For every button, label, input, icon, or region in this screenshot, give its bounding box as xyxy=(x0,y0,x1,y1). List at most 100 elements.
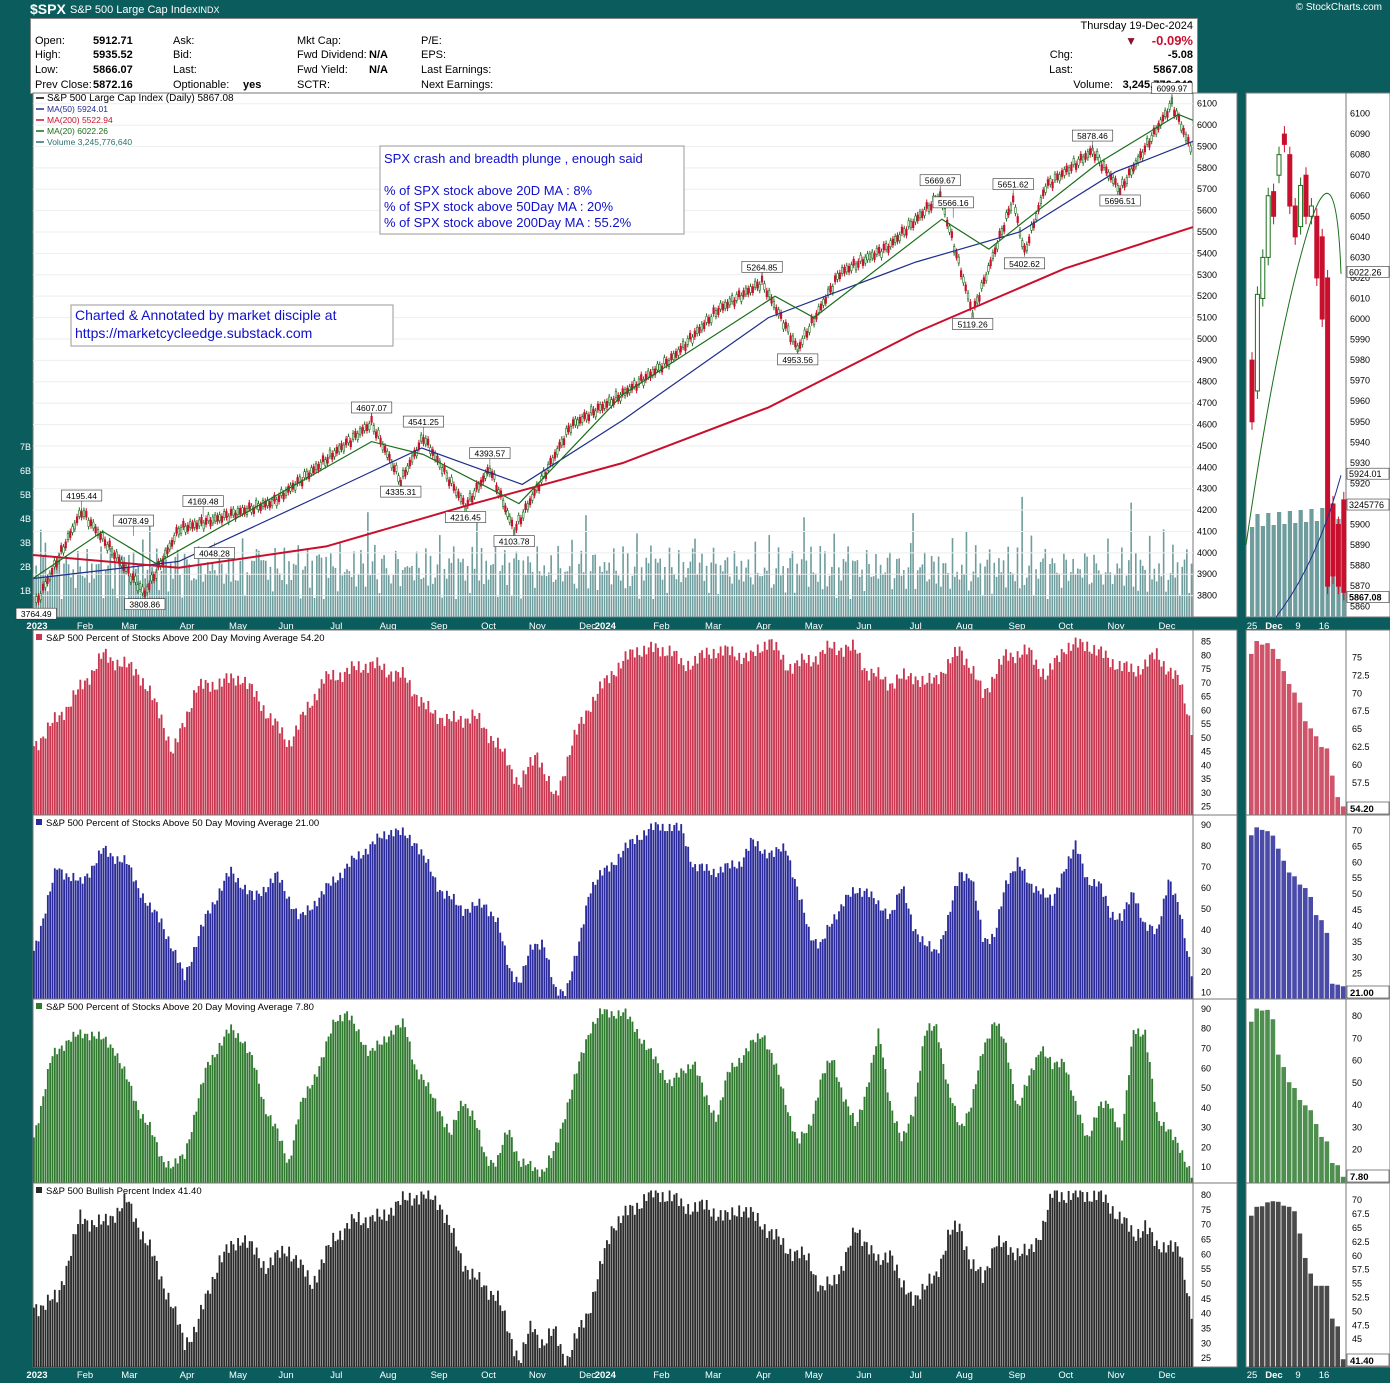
price-candle-body xyxy=(749,286,752,293)
bpi-bar xyxy=(329,1247,332,1367)
volume-bar xyxy=(622,546,624,617)
pct50-bar xyxy=(367,854,369,999)
bpi-bar xyxy=(740,1216,743,1367)
pct20-bar xyxy=(253,1067,256,1183)
bpi-bar xyxy=(930,1283,933,1367)
pct20-zoom-bar xyxy=(1297,1100,1303,1183)
price-candle-body xyxy=(168,542,171,550)
annotation-credit-box xyxy=(70,304,394,347)
pct200-zoom-bar xyxy=(1313,736,1319,815)
pct200-bar xyxy=(459,715,462,815)
pct50-bar xyxy=(46,895,49,999)
pct200-bar xyxy=(88,684,91,815)
pct200-bar xyxy=(311,705,314,815)
pct200-bar xyxy=(1002,655,1005,815)
bpi-bar xyxy=(654,1190,657,1367)
pct20-bar xyxy=(784,1104,787,1183)
pct20-bar xyxy=(439,1111,441,1183)
pct200-bar xyxy=(710,658,713,815)
volume-bar xyxy=(719,565,722,617)
pct200-bar xyxy=(889,683,891,815)
bpi-bar xyxy=(624,1205,627,1367)
price-candle-body xyxy=(445,472,448,480)
pct200-bar xyxy=(329,679,332,815)
volume-bar xyxy=(288,561,290,617)
pct50-bar xyxy=(329,885,332,999)
bpi-bar xyxy=(1167,1245,1170,1367)
pct20-bar xyxy=(977,1070,980,1183)
pct50-bar xyxy=(903,886,905,999)
pct20-bar xyxy=(1046,1058,1049,1183)
bpi-bar xyxy=(893,1270,896,1367)
bpi-tick-label: 30 xyxy=(1201,1338,1211,1348)
pct50-bar xyxy=(599,870,601,999)
pct200-bar xyxy=(550,791,553,815)
pct50-bar xyxy=(937,953,940,999)
bpi-bar xyxy=(480,1287,483,1367)
pct200-bar xyxy=(722,655,724,815)
low-value: 5866.07 xyxy=(93,64,133,76)
price-candle-body xyxy=(175,527,178,534)
volume-bar xyxy=(1035,569,1037,617)
bpi-bar xyxy=(1162,1242,1165,1367)
zoom-price-tick-label: 6040 xyxy=(1350,232,1370,242)
pct20-zoom-bar xyxy=(1340,1176,1346,1183)
pct200-bar xyxy=(415,694,418,815)
pct20-bar xyxy=(262,1099,265,1183)
price-candle-body xyxy=(630,383,634,391)
bpi-bar xyxy=(907,1292,910,1367)
volume-bar xyxy=(742,581,745,617)
pct20-bar xyxy=(348,1020,351,1183)
pct50-tick-label: 20 xyxy=(1201,967,1211,977)
price-candle-body xyxy=(742,290,745,297)
pct20-bar xyxy=(677,1077,680,1183)
pct50-bar xyxy=(476,905,478,999)
pct50-bar xyxy=(348,866,351,999)
volume-bar xyxy=(515,551,518,617)
pct200-bar xyxy=(492,740,495,815)
pct50-bar xyxy=(494,922,497,999)
pct20-bar xyxy=(371,1048,374,1183)
pct20-bar xyxy=(608,1017,611,1183)
pct200-bar xyxy=(863,668,866,815)
zoom-x-axis-label: 16 xyxy=(1319,1370,1330,1381)
pct200-bar xyxy=(213,689,216,815)
price-candle-body xyxy=(345,438,348,446)
volume-axis-label: 7B xyxy=(20,442,31,452)
pct20-bar xyxy=(93,1036,96,1183)
open-value: 5912.71 xyxy=(93,35,133,47)
bpi-bar xyxy=(749,1207,752,1367)
price-candle-body xyxy=(452,484,455,491)
pct50-bar xyxy=(578,941,581,999)
pct200-bar xyxy=(810,666,813,815)
pct20-bar xyxy=(176,1163,179,1183)
pct200-tick-label: 55 xyxy=(1201,719,1211,729)
pct200-bar xyxy=(831,648,833,815)
pct50-bar xyxy=(865,888,868,999)
pct50-bar xyxy=(545,957,548,999)
volume-bar xyxy=(606,570,608,617)
pct50-bar xyxy=(425,862,427,999)
bpi-bar xyxy=(67,1260,70,1367)
pct20-bar xyxy=(35,1125,38,1183)
bpi-bar xyxy=(524,1344,527,1367)
bpi-bar xyxy=(1012,1252,1014,1367)
price-candle-body xyxy=(567,425,570,432)
pct200-bar xyxy=(845,644,847,815)
pct20-bar xyxy=(304,1098,307,1183)
pct50-bar xyxy=(580,927,583,999)
bpi-bar xyxy=(550,1335,553,1367)
volume-bar xyxy=(355,586,358,617)
pct50-bar xyxy=(311,909,314,999)
volume-bar xyxy=(988,549,991,617)
zoom-volume-bar xyxy=(1309,509,1314,617)
pct50-bar xyxy=(1000,906,1003,999)
pct50-bar xyxy=(666,831,669,999)
pct200-bar xyxy=(197,686,200,815)
bpi-bar xyxy=(425,1198,427,1367)
pct50-bar xyxy=(385,839,388,999)
volume-bar xyxy=(230,581,232,617)
bpi-bar xyxy=(1146,1234,1149,1367)
bpi-bar xyxy=(965,1246,968,1367)
pct50-bar xyxy=(258,893,260,999)
